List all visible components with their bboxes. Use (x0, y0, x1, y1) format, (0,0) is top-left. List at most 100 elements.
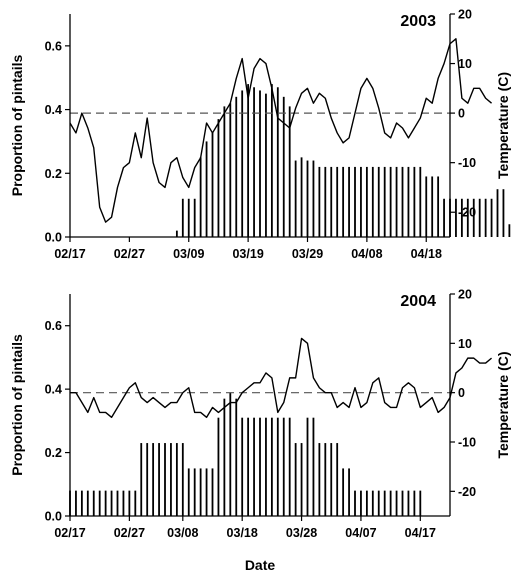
bar (175, 443, 178, 516)
bar (502, 189, 505, 237)
bar (241, 90, 244, 238)
chart-panel-2004: 0.0 0.2 0.4 0.6 20 10 0 -10 -20 02/17 02/27 03/08 03… (9, 288, 511, 574)
bar (348, 468, 350, 516)
x-tick-label: 04/07 (345, 526, 376, 540)
bar (229, 392, 232, 516)
x-tick-label: 03/19 (232, 247, 263, 261)
bar (401, 166, 404, 237)
bar (205, 468, 208, 516)
bar (187, 468, 190, 516)
bar (199, 157, 202, 237)
bar (324, 166, 327, 237)
y2-tick-label: -10 (458, 156, 476, 170)
bar (235, 398, 238, 516)
chart-panel-2003: 0.0 0.2 0.4 0.6 20 10 0 -10 -20 02/17 02/27 03/09 03… (9, 8, 511, 262)
bar (330, 443, 333, 516)
x-tick-label: 04/18 (411, 247, 442, 261)
bar (229, 103, 232, 237)
bar (288, 417, 291, 516)
bar (193, 468, 196, 516)
x-tick-label: 04/17 (405, 526, 436, 540)
y2-tick-label: 10 (458, 337, 472, 351)
x-tick-label: 03/18 (227, 526, 258, 540)
bar (306, 417, 309, 516)
x-tick-label: 03/29 (292, 247, 323, 261)
bar (443, 198, 445, 237)
bar (152, 443, 155, 516)
bar (223, 106, 226, 237)
bar (484, 198, 487, 237)
bar (419, 490, 422, 516)
bar (413, 166, 416, 237)
temperature-line (70, 337, 493, 419)
bar (265, 417, 267, 516)
y-tick-label: 0.2 (45, 167, 62, 181)
bar (205, 141, 208, 237)
x-tick-label: 02/17 (54, 247, 85, 261)
bar (365, 166, 368, 237)
bar (217, 119, 220, 237)
bar (389, 166, 392, 237)
x-tick-label: 02/27 (114, 247, 145, 261)
y-tick-label: 0.4 (45, 383, 62, 397)
bar (354, 166, 356, 237)
bar (270, 417, 273, 516)
bar (342, 468, 345, 516)
y2-tick-label: -20 (458, 485, 476, 499)
bar (300, 443, 303, 516)
panel-title: 2004 (400, 293, 436, 310)
bar (181, 198, 184, 237)
y2-tick-label: 20 (458, 8, 472, 22)
bar (294, 160, 297, 237)
bar (164, 443, 166, 516)
bar (223, 398, 226, 516)
bar (80, 490, 83, 516)
x-axis-title: Date (245, 557, 276, 573)
bar (217, 417, 220, 516)
bar (348, 166, 350, 237)
bar (395, 490, 398, 516)
bar (318, 166, 321, 237)
bar (466, 198, 469, 237)
bar (146, 443, 149, 516)
bar (371, 166, 374, 237)
y-tick-label: 0.4 (45, 103, 62, 117)
y2-tick-label: -20 (458, 206, 476, 220)
bar (383, 166, 386, 237)
bar (395, 166, 398, 237)
bar (437, 176, 440, 237)
bar (360, 166, 362, 237)
bar (282, 96, 285, 237)
bar (247, 417, 250, 516)
bar (140, 443, 143, 516)
panel-title: 2003 (400, 13, 436, 30)
x-tick-label: 03/09 (173, 247, 204, 261)
bar (211, 468, 214, 516)
bar (294, 443, 297, 516)
bar (282, 417, 285, 516)
bar (419, 166, 422, 237)
bar (324, 443, 327, 516)
bar (122, 490, 125, 516)
y2-tick-label: 10 (458, 57, 472, 71)
bar (175, 230, 178, 237)
bar (276, 417, 279, 516)
y-tick-label: 0.0 (45, 510, 62, 524)
bar (401, 490, 404, 516)
bar (276, 87, 279, 238)
bar (342, 166, 345, 237)
y-tick-label: 0.6 (45, 39, 62, 53)
bar (181, 443, 184, 516)
bar (158, 443, 160, 516)
bar (312, 160, 315, 237)
y2-tick-label: 0 (458, 386, 465, 400)
bar (306, 160, 309, 237)
bar (170, 443, 172, 516)
proportion-bars (175, 84, 511, 238)
y-axis-title: Proportion of pintails (9, 334, 25, 476)
bar (478, 198, 481, 237)
bar (336, 443, 339, 516)
bar (235, 96, 238, 237)
bar (104, 490, 107, 516)
